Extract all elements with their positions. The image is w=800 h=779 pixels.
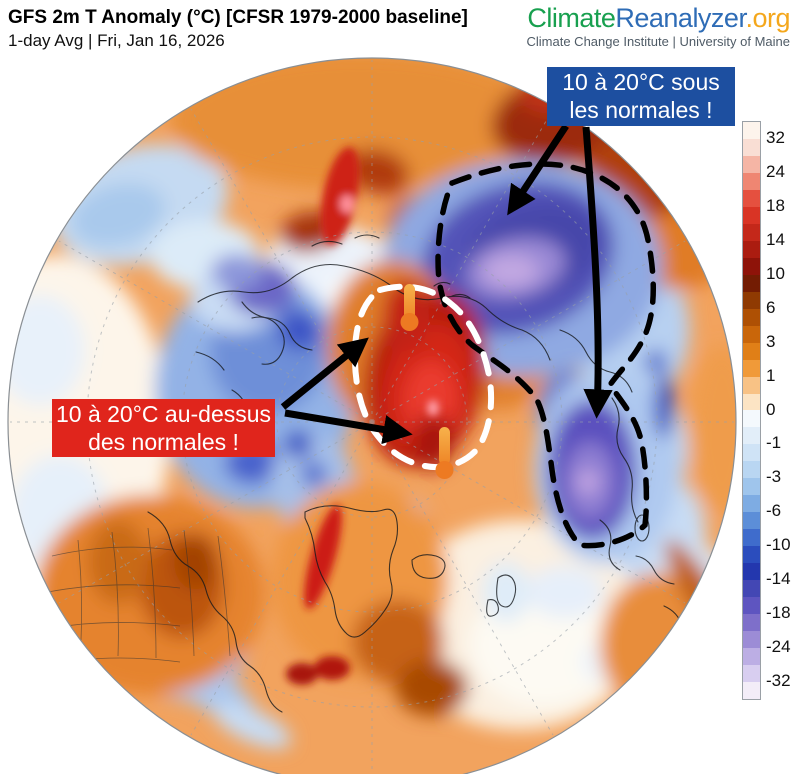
page-subtitle: 1-day Avg | Fri, Jan 16, 2026 <box>8 30 225 50</box>
colorbar-segment <box>743 580 760 598</box>
colorbar-segment <box>743 631 760 649</box>
colorbar-segment <box>743 122 760 139</box>
colorbar-tick-label: 14 <box>766 229 785 249</box>
colorbar-segment <box>743 410 760 428</box>
colorbar-segment <box>743 563 760 581</box>
colorbar-segment <box>743 240 760 258</box>
graticule <box>10 60 734 779</box>
colorbar-segment <box>743 648 760 665</box>
colorbar-segment <box>743 681 760 699</box>
colorbar-segment <box>743 376 760 394</box>
warm-callout-line1: 10 à 20°C au-dessus <box>55 401 272 427</box>
logo-part-climate: Climate <box>527 3 616 33</box>
arrow-to-warm-region-south <box>284 409 413 445</box>
colorbar-segment <box>743 308 760 326</box>
state-borders <box>47 527 231 663</box>
cold-callout-line2: les normales ! <box>569 97 713 123</box>
arrow-to-warm-region-north <box>280 337 369 410</box>
warm-callout-line2: des normales ! <box>88 429 239 455</box>
logo-part-org: .org <box>745 3 790 33</box>
brand-block: ClimateReanalyzer.org Climate Change Ins… <box>526 3 791 50</box>
colorbar-segment <box>743 325 760 343</box>
thermometer-icon <box>435 427 454 479</box>
colorbar-tick-label: 18 <box>766 195 785 215</box>
thermometer-icon <box>400 284 419 331</box>
colorbar-segment <box>743 665 760 682</box>
colorbar-segments <box>742 121 761 700</box>
colorbar-segment <box>743 478 760 496</box>
colorbar-tick-label: 1 <box>766 365 776 385</box>
cold-callout-line1: 10 à 20°C sous <box>562 69 720 95</box>
colorbar-segment <box>743 495 760 513</box>
colorbar-tick-label: 0 <box>766 399 776 419</box>
colorbar-tick-label: 32 <box>766 127 785 147</box>
logo-part-reanalyzer: Reanalyzer <box>615 3 746 33</box>
colorbar-segment <box>743 206 760 224</box>
colorbar-segment <box>743 274 760 292</box>
globe-limb <box>7 57 737 779</box>
cold-region-outline <box>435 161 656 549</box>
colorbar-segment <box>743 597 760 615</box>
colorbar-tick-label: -3 <box>766 467 782 487</box>
colorbar-segment <box>743 427 760 445</box>
colorbar-segment <box>743 461 760 479</box>
colorbar-tick-label: -14 <box>766 569 791 589</box>
colorbar-segment <box>743 614 760 632</box>
annotation-arrows <box>280 124 613 445</box>
coastlines <box>147 234 683 713</box>
colorbar-tick-label: 24 <box>766 161 785 181</box>
cold-anomaly-callout: 10 à 20°C sous les normales ! <box>547 67 735 126</box>
colorbar-segment <box>743 257 760 275</box>
colorbar-segment <box>743 393 760 411</box>
anomaly-field-fine <box>286 146 439 685</box>
colorbar-segment <box>743 189 760 207</box>
colorbar-segment <box>743 359 760 377</box>
colorbar-segment <box>743 291 760 309</box>
colorbar-segment <box>743 512 760 530</box>
colorbar-segment <box>743 444 760 462</box>
colorbar-segment <box>743 223 760 241</box>
arrow-to-cold-region-south <box>582 126 613 419</box>
colorbar-segment <box>743 172 760 190</box>
colorbar-tick-label: -1 <box>766 433 782 453</box>
colorbar-segment <box>743 529 760 547</box>
colorbar-tick-label: -10 <box>766 535 791 555</box>
page-title: GFS 2m T Anomaly (°C) [CFSR 1979-2000 ba… <box>8 7 468 28</box>
colorbar-tick-label: 6 <box>766 297 776 317</box>
colorbar-segment <box>743 138 760 156</box>
colorbar-tick-label: -6 <box>766 501 782 521</box>
colorbar-tick-label: 10 <box>766 263 785 283</box>
brand-logo: ClimateReanalyzer.org <box>527 3 790 33</box>
colorbar-segment <box>743 342 760 360</box>
colorbar-labels: 32 24 18 14 10 6 3 1 0 -1 -3 -6 -10 -14 -18 -24 -32 <box>766 121 800 698</box>
colorbar-tick-label: -18 <box>766 603 791 623</box>
colorbar-tick-label: 3 <box>766 331 776 351</box>
colorbar-tick-label: -32 <box>766 671 791 691</box>
brand-tagline: Climate Change Institute | University of… <box>526 34 791 50</box>
colorbar-segment <box>743 546 760 564</box>
map-header: GFS 2m T Anomaly (°C) [CFSR 1979-2000 ba… <box>8 6 468 53</box>
arrow-to-cold-region <box>507 124 569 216</box>
warm-anomaly-callout: 10 à 20°C au-dessus des normales ! <box>52 399 275 457</box>
colorbar-tick-label: -24 <box>766 637 791 657</box>
colorbar-segment <box>743 155 760 173</box>
